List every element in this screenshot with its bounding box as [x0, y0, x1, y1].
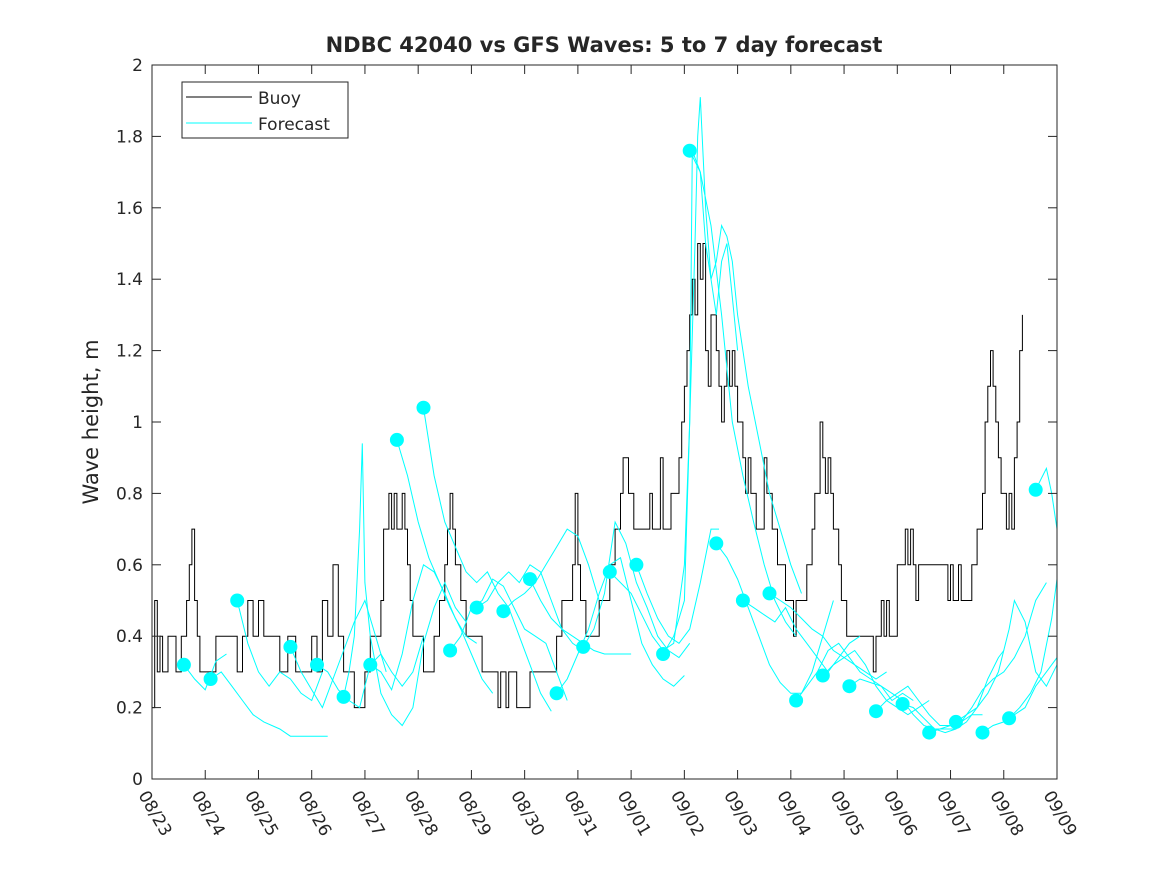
forecast-start-point-16 [602, 564, 617, 579]
forecast-line-4 [289, 599, 387, 709]
forecast-start-point-6 [336, 689, 351, 704]
forecast-start-point-17 [629, 557, 644, 572]
forecast-line-17 [635, 528, 719, 644]
forecast-start-point-32 [1028, 482, 1043, 497]
forecast-start-point-8 [389, 432, 404, 447]
legend-box [181, 81, 349, 139]
series-layer [152, 97, 1057, 740]
legend: Buoy Forecast [181, 81, 349, 139]
forecast-line-22 [769, 592, 887, 680]
forecast-line-14 [556, 556, 685, 694]
y-tick-label: 0 [132, 770, 143, 790]
forecast-start-point-26 [869, 704, 883, 719]
forecast-line-16 [609, 97, 739, 652]
forecast-start-point-15 [576, 639, 591, 654]
forecast-start-point-2 [203, 672, 218, 686]
y-tick-label: 0.8 [116, 484, 143, 504]
y-tick-label: 0.6 [116, 556, 143, 576]
forecast-line-29 [955, 598, 1057, 723]
forecast-start-point-9 [416, 400, 431, 415]
forecast-line-32 [1035, 466, 1057, 530]
forecast-line-6 [343, 443, 467, 727]
y-tick-label: 0.2 [116, 699, 143, 719]
forecast-line-23 [795, 642, 914, 702]
y-tick-label: 1.2 [116, 342, 143, 362]
y-tick-label: 2 [132, 56, 143, 76]
forecast-start-point-23 [789, 693, 804, 708]
chart-title: NDBC 42040 vs GFS Waves: 5 to 7 day fore… [326, 33, 883, 57]
y-tick-label: 0.4 [116, 627, 143, 647]
forecast-line-26 [875, 685, 983, 726]
forecast-start-point-7 [363, 657, 378, 672]
y-tick-label: 1.4 [116, 270, 143, 290]
buoy-line [152, 243, 1023, 709]
forecast-line-20 [715, 543, 834, 694]
forecast-start-point-19 [682, 143, 697, 158]
forecast-start-point-29 [948, 714, 963, 729]
forecast-start-point-1 [176, 657, 191, 672]
forecast-start-point-10 [443, 643, 458, 658]
forecast-line-8 [396, 439, 494, 694]
plot-area [152, 65, 1057, 779]
forecast-start-point-27 [895, 697, 910, 711]
forecast-line-12 [503, 528, 600, 612]
y-tick-label: 1 [132, 413, 143, 433]
forecast-line-11 [476, 564, 584, 651]
y-tick-label: 1.6 [116, 199, 143, 219]
forecast-start-point-12 [496, 604, 511, 619]
forecast-line-1 [183, 653, 227, 691]
forecast-start-point-18 [656, 647, 671, 661]
forecast-start-point-4 [283, 639, 298, 654]
forecast-start-point-31 [1002, 711, 1017, 726]
forecast-start-point-22 [762, 586, 777, 601]
forecast-start-point-14 [549, 686, 564, 701]
y-tick-label: 1.8 [116, 127, 143, 147]
forecast-start-point-3 [230, 593, 245, 608]
forecast-start-point-11 [469, 600, 484, 615]
forecast-start-point-28 [922, 725, 937, 740]
y-axis-label: Wave height, m [79, 339, 103, 504]
forecast-start-point-30 [975, 725, 990, 740]
forecast-start-point-24 [815, 668, 830, 683]
forecast-line-19 [689, 150, 802, 594]
legend-forecast-label: Forecast [258, 115, 330, 135]
forecast-line-30 [982, 657, 1057, 734]
forecast-line-10 [449, 578, 568, 701]
forecast-line-31 [1008, 579, 1057, 719]
forecast-line-2 [210, 671, 328, 737]
forecast-line-27 [902, 650, 1005, 734]
forecast-start-point-21 [735, 593, 750, 608]
forecast-start-point-20 [709, 536, 724, 551]
forecast-start-point-5 [310, 657, 324, 672]
forecast-line-15 [582, 520, 691, 659]
forecast-start-point-25 [842, 679, 857, 694]
legend-buoy-label: Buoy [258, 89, 301, 109]
forecast-line-3 [236, 600, 323, 702]
forecast-line-9 [423, 407, 552, 712]
forecast-start-point-13 [523, 572, 537, 587]
